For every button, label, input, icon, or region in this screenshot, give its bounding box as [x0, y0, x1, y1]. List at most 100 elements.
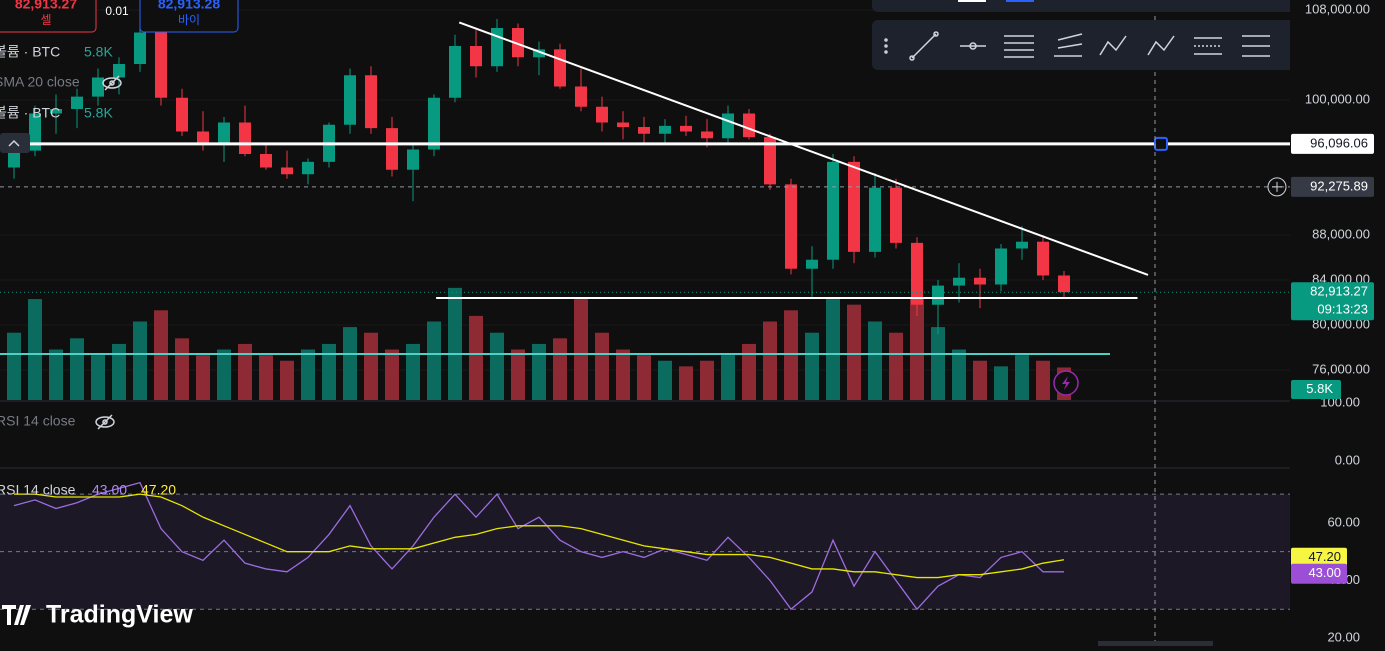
volume-bar [217, 349, 231, 400]
spread: 0.01 [105, 4, 129, 18]
volume-bar [49, 349, 63, 400]
candle-body [239, 122, 251, 154]
sell-price: 82,913.27 [15, 0, 77, 12]
volume-bar [406, 343, 420, 400]
volume-bar [616, 349, 630, 400]
rsi-ma-label: 47.20 [1308, 549, 1341, 564]
collapse-icon [8, 139, 20, 147]
volume-bar [28, 299, 42, 400]
candle-body [974, 277, 986, 285]
volume-bar [931, 327, 945, 400]
candle-body [428, 97, 440, 150]
hidden-eye-icon[interactable] [95, 414, 115, 430]
volume-bar [280, 360, 294, 400]
volume-bar [70, 338, 84, 400]
rsi-empty-legend: RSI 14 close [0, 413, 76, 429]
rsi-legend: RSI 14 close [0, 482, 76, 498]
buy-price: 82,913.28 [158, 0, 220, 12]
candle-body [449, 46, 461, 98]
sell-label: 셀 [40, 13, 51, 27]
buy-button[interactable] [139, 0, 239, 33]
buy-label: 바이 [178, 13, 200, 27]
candle-body [617, 122, 629, 127]
volume-bar [889, 332, 903, 400]
candle-body [659, 125, 671, 134]
plot-layer [0, 19, 1290, 611]
volume-bar [868, 321, 882, 400]
hidden-eye-icon[interactable] [102, 75, 122, 91]
volume-bar [469, 315, 483, 400]
candle-body [197, 131, 209, 145]
candle-body [827, 161, 839, 260]
candle-body [638, 126, 650, 134]
candle-body [995, 248, 1007, 285]
volume-bar [847, 304, 861, 400]
candle-body [407, 149, 419, 170]
volume-bar [133, 321, 147, 400]
volume-bar [952, 349, 966, 400]
alert-button[interactable] [1053, 370, 1079, 396]
candle-body [512, 28, 524, 58]
rsi-tick-label: 0.00 [1335, 452, 1360, 467]
candle-body [470, 46, 482, 67]
rsi-label-box [1291, 563, 1347, 584]
volume-bar [1015, 355, 1029, 400]
toolbar-button[interactable] [1006, 0, 1034, 2]
price-label: 82,913.27 [1310, 284, 1368, 299]
scrollbar [1098, 641, 1213, 646]
add-alert-icon [1272, 181, 1282, 192]
candle-body [281, 167, 293, 175]
volume-bar [7, 332, 21, 400]
candle-body [134, 32, 146, 65]
rsi-pane [0, 470, 1290, 646]
brand-logo [2, 605, 31, 625]
candle-body [596, 106, 608, 123]
candle-body [386, 128, 398, 170]
price-axis: 108,000.00100,000.0088,000.0084,000.0080… [1098, 0, 1385, 646]
volume-label: 5.8K [1306, 381, 1333, 396]
volume-bar [910, 299, 924, 400]
line-handle [1154, 136, 1168, 151]
volume-bar [742, 343, 756, 400]
price-label: 92,275.89 [1310, 178, 1368, 193]
volume-bar [511, 349, 525, 400]
top-toolbar [872, 0, 1385, 12]
toolbar-button[interactable] [958, 0, 986, 2]
volume-bar [196, 355, 210, 400]
candle-body [1037, 241, 1049, 276]
rsi-label: 43.00 [1308, 565, 1341, 580]
volume-bar [322, 343, 336, 400]
candle-body [869, 187, 881, 252]
volume-bar [385, 349, 399, 400]
volume-bar [175, 338, 189, 400]
candle-body [890, 187, 902, 243]
drawing-toolbar [872, 20, 1385, 70]
candle-body [1058, 275, 1070, 293]
volume-bar [679, 366, 693, 400]
volume-bar [343, 327, 357, 400]
volume-bar [238, 343, 252, 400]
candle-body [8, 150, 20, 168]
rsi-tick-label: 20.00 [1327, 629, 1360, 644]
volume-bar [448, 287, 462, 400]
axis-background [1290, 0, 1385, 646]
y-tick-label: 88,000.00 [1312, 226, 1370, 241]
rsi-legend-value: 43.00 [92, 482, 127, 498]
add-alert-icon[interactable] [1267, 177, 1287, 197]
sell-button[interactable] [0, 0, 97, 33]
volume-bar [595, 332, 609, 400]
volume-bar [91, 355, 105, 400]
volume-bar [259, 355, 273, 400]
trend-line [458, 21, 1149, 276]
volume-label-box [1291, 380, 1341, 399]
y-tick-label: 76,000.00 [1312, 361, 1370, 376]
candle-body [302, 161, 314, 175]
sma-legend: SMA 20 close [0, 74, 80, 90]
volume-bar [805, 332, 819, 400]
volume-bar [721, 355, 735, 400]
y-tick-label: 108,000.00 [1305, 1, 1370, 16]
candle-body [218, 122, 230, 145]
volume-bar [826, 299, 840, 400]
rsi-tick-label: 60.00 [1327, 514, 1360, 529]
